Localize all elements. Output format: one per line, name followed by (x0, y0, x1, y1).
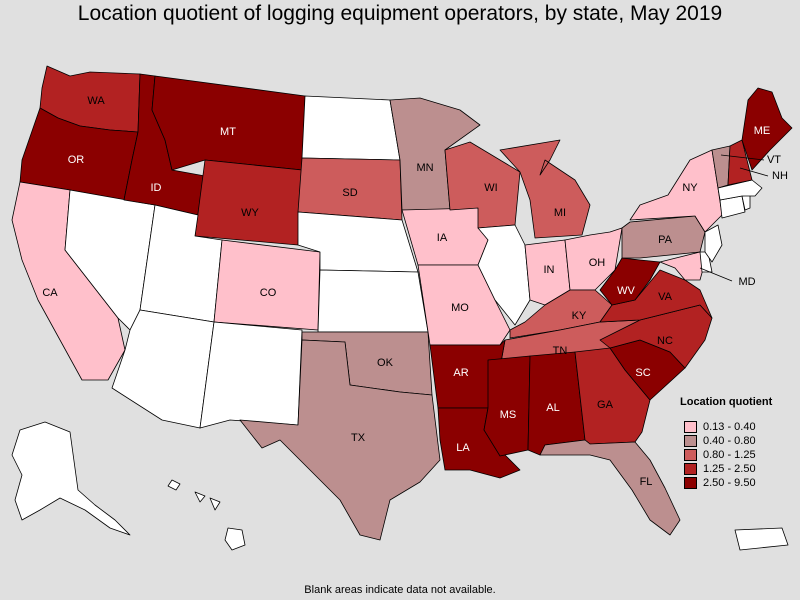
label-va: VA (658, 291, 673, 303)
label-me: ME (754, 125, 771, 137)
label-co: CO (260, 287, 277, 299)
label-ca: CA (42, 287, 58, 299)
state-mi[interactable] (499, 139, 591, 239)
state-nd[interactable] (301, 95, 401, 161)
label-fl: FL (640, 476, 653, 488)
label-ok: OK (377, 357, 394, 369)
state-ky[interactable] (509, 289, 613, 339)
label-nc: NC (657, 335, 673, 347)
state-pa[interactable] (621, 215, 706, 259)
label-vt: VT (767, 154, 781, 166)
label-oh: OH (589, 257, 606, 269)
state-co[interactable] (213, 239, 321, 331)
legend-item: 0.13 - 0.40 (680, 420, 798, 433)
label-id: ID (151, 182, 162, 194)
label-wi: WI (484, 182, 497, 194)
legend-label: 2.50 - 9.50 (703, 476, 756, 489)
state-wy[interactable] (194, 159, 303, 246)
state-il[interactable] (477, 224, 531, 326)
footnote: Blank areas indicate data not available. (304, 584, 496, 596)
legend-label: 1.25 - 2.50 (703, 462, 756, 475)
leader-line-md (699, 267, 733, 282)
label-ar: AR (453, 367, 468, 379)
legend-swatch (684, 462, 697, 475)
legend-label: 0.40 - 0.80 (703, 434, 756, 447)
state-tx[interactable] (239, 339, 441, 541)
legend-swatch (684, 476, 697, 489)
legend-swatch (684, 420, 697, 433)
state-nj[interactable] (704, 224, 723, 263)
label-ga: GA (597, 399, 614, 411)
label-ia: IA (437, 232, 448, 244)
state-ks[interactable] (317, 269, 429, 333)
state-nh[interactable] (727, 139, 753, 186)
leader-line-vt (720, 154, 765, 161)
label-ms: MS (500, 409, 517, 421)
legend-title: Location quotient (680, 396, 773, 408)
label-wy: WY (241, 207, 259, 219)
label-tn: TN (553, 345, 568, 357)
label-sc: SC (635, 367, 650, 379)
state-fl[interactable] (539, 439, 681, 536)
label-wa: WA (87, 95, 105, 107)
map-title: Location quotient of logging equipment o… (77, 2, 723, 25)
label-tx: TX (351, 432, 366, 444)
label-al: AL (546, 402, 559, 414)
legend-swatch (684, 448, 697, 461)
label-sd: SD (342, 187, 357, 199)
legend-item: 0.80 - 1.25 (680, 448, 798, 461)
state-nm[interactable] (199, 321, 303, 429)
label-la: LA (456, 442, 470, 454)
label-pa: PA (658, 234, 673, 246)
leader-line-nh (739, 167, 769, 177)
label-mt: MT (220, 126, 236, 138)
label-mn: MN (416, 162, 433, 174)
state-pr[interactable] (734, 527, 789, 551)
label-in: IN (544, 264, 555, 276)
legend-item: 0.40 - 0.80 (680, 434, 798, 447)
legend-item: 1.25 - 2.50 (680, 462, 798, 475)
state-mt[interactable] (151, 75, 306, 171)
label-ky: KY (572, 310, 587, 322)
state-wv[interactable] (599, 257, 661, 306)
label-mi: MI (554, 207, 566, 219)
state-ak[interactable] (11, 421, 131, 536)
legend: Location quotient 0.13 - 0.40 0.40 - 0.8… (680, 396, 798, 490)
legend-label: 0.13 - 0.40 (703, 420, 756, 433)
label-ny: NY (682, 182, 698, 194)
state-me[interactable] (741, 87, 793, 171)
state-hi[interactable] (167, 479, 246, 551)
label-mo: MO (451, 302, 469, 314)
legend-item: 2.50 - 9.50 (680, 476, 798, 489)
label-wv: WV (617, 285, 635, 297)
legend-label: 0.80 - 1.25 (703, 448, 756, 461)
label-or: OR (68, 154, 85, 166)
label-nh: NH (772, 170, 788, 182)
legend-swatch (684, 434, 697, 447)
state-ms[interactable] (483, 355, 531, 457)
label-md: MD (738, 276, 755, 288)
